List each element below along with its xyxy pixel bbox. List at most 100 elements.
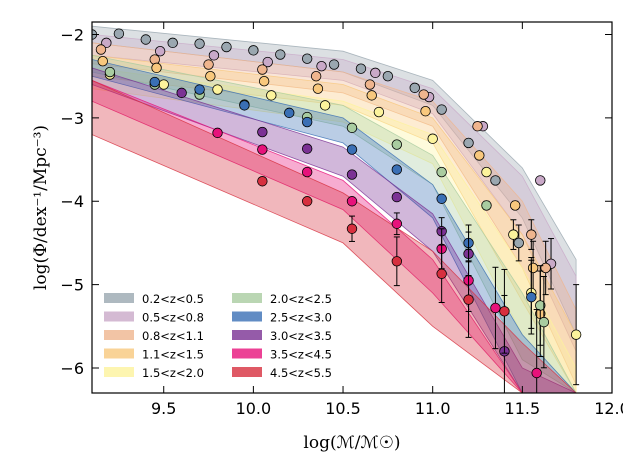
x-tick-label: 10.0 xyxy=(236,399,272,418)
band-series-5 xyxy=(92,54,577,393)
data-point-series-3-3 xyxy=(258,75,270,87)
data-point-series-1-4 xyxy=(316,60,327,72)
data-point-series-0-4 xyxy=(194,38,205,49)
data-point-series-4-2 xyxy=(212,84,223,95)
y-axis-label: log(Φ/dex⁻¹/Mpc⁻³) xyxy=(31,125,51,290)
data-point-series-2-3 xyxy=(257,64,268,75)
data-points xyxy=(92,28,582,393)
data-point-series-6-1 xyxy=(194,84,205,95)
data-point-series-3-0 xyxy=(97,55,108,67)
data-point-series-0-7 xyxy=(275,49,286,60)
data-point-series-2-4 xyxy=(310,70,322,82)
data-point-series-0-3 xyxy=(167,37,178,49)
data-point-series-5-0 xyxy=(104,66,116,78)
legend-item: 3.5<z<4.5 xyxy=(232,348,332,362)
svg-text:3.5<z<4.5: 3.5<z<4.5 xyxy=(270,348,332,362)
data-point-series-5-7 xyxy=(436,166,447,178)
data-point-series-0-6 xyxy=(248,45,259,56)
data-point-series-3-9 xyxy=(527,240,539,296)
x-tick-label: 9.5 xyxy=(151,399,176,418)
data-point-series-7-3 xyxy=(346,169,358,180)
data-point-series-8-2 xyxy=(301,166,313,178)
data-point-series-4-6 xyxy=(427,133,438,144)
x-tick-label: 12.0 xyxy=(594,399,623,418)
data-point-series-4-10 xyxy=(570,284,582,386)
legend: 0.2<z<0.5 0.5<z<0.8 0.8<z<1.1 1.1<z<1.5 1.5<… xyxy=(104,292,332,380)
data-point-series-2-7 xyxy=(472,121,483,132)
legend-item: 3.0<z<3.5 xyxy=(232,329,332,343)
band-series-3 xyxy=(92,54,577,393)
y-axis: −6 −5 −4 −3 −2 xyxy=(60,26,612,378)
svg-text:1.1<z<1.5: 1.1<z<1.5 xyxy=(142,348,204,362)
legend-item: 0.8<z<1.1 xyxy=(104,329,204,343)
data-point-series-5-10 xyxy=(538,275,550,369)
y-tick-label: −4 xyxy=(60,192,84,211)
data-point-series-5-5 xyxy=(346,122,358,134)
data-point-series-3-4 xyxy=(312,83,324,94)
legend-item: 4.5<z<5.5 xyxy=(232,366,332,380)
data-point-series-0-9 xyxy=(328,59,340,70)
band-series-8 xyxy=(92,79,577,393)
x-tick-label: 10.5 xyxy=(325,399,361,418)
data-point-series-6-3 xyxy=(284,107,295,119)
data-point-series-3-1 xyxy=(151,62,162,74)
data-point-series-7-2 xyxy=(301,143,313,154)
data-point-series-0-14 xyxy=(463,137,474,149)
data-point-series-5-6 xyxy=(391,139,403,150)
data-point-series-6-7 xyxy=(436,193,447,204)
data-point-series-2-8 xyxy=(526,219,537,250)
data-point-series-7-1 xyxy=(257,126,268,138)
data-point-series-2-6 xyxy=(418,89,429,100)
svg-text:2.5<z<3.0: 2.5<z<3.0 xyxy=(270,311,332,325)
data-point-series-5-8 xyxy=(481,200,492,211)
data-point-series-4-4 xyxy=(319,100,331,111)
data-point-series-2-0 xyxy=(95,44,107,55)
data-point-series-7-4 xyxy=(391,191,403,203)
data-point-series-1-8 xyxy=(535,175,546,186)
y-tick-label: −3 xyxy=(60,109,84,128)
data-point-series-6-4 xyxy=(301,116,313,128)
data-point-series-0-11 xyxy=(382,70,394,82)
data-point-series-6-5 xyxy=(346,144,358,155)
svg-text:3.0<z<3.5: 3.0<z<3.5 xyxy=(270,329,332,343)
data-point-series-0-8 xyxy=(301,53,313,64)
svg-text:0.5<z<0.8: 0.5<z<0.8 xyxy=(142,311,204,325)
data-point-series-9-2 xyxy=(346,215,358,242)
svg-text:1.5<z<2.0: 1.5<z<2.0 xyxy=(142,366,204,380)
data-point-series-6-2 xyxy=(239,100,250,111)
y-tick-label: −6 xyxy=(60,359,84,378)
legend-item: 0.2<z<0.5 xyxy=(104,292,204,306)
legend-item: 2.0<z<2.5 xyxy=(232,292,332,306)
data-point-series-6-0 xyxy=(149,76,160,88)
data-point-series-6-6 xyxy=(391,164,403,175)
svg-text:2.0<z<2.5: 2.0<z<2.5 xyxy=(270,292,332,306)
data-point-series-4-1 xyxy=(158,79,169,90)
svg-text:0.8<z<1.1: 0.8<z<1.1 xyxy=(142,329,204,343)
data-point-series-9-5 xyxy=(463,261,474,338)
data-point-series-9-6 xyxy=(499,268,510,354)
data-point-series-8-1 xyxy=(257,144,268,155)
data-point-series-1-3 xyxy=(262,56,273,68)
data-point-series-3-8 xyxy=(509,200,521,211)
data-point-series-0-10 xyxy=(355,63,367,74)
legend-item: 2.5<z<3.0 xyxy=(232,311,332,325)
data-point-series-0-16 xyxy=(513,224,524,262)
legend-item: 1.5<z<2.0 xyxy=(104,366,204,380)
data-point-series-1-1 xyxy=(154,45,166,57)
data-point-series-8-8 xyxy=(531,309,542,393)
data-point-series-3-5 xyxy=(366,90,377,101)
data-point-series-3-6 xyxy=(420,106,431,117)
data-point-series-1-2 xyxy=(208,50,220,61)
data-point-series-3-2 xyxy=(205,70,216,82)
data-point-series-4-3 xyxy=(266,90,277,101)
data-point-series-0-15 xyxy=(490,175,501,186)
data-point-series-1-5 xyxy=(370,67,381,79)
data-point-series-6-9 xyxy=(526,259,537,335)
data-point-series-3-7 xyxy=(474,150,485,161)
data-point-series-4-7 xyxy=(481,166,492,178)
data-point-series-8-7 xyxy=(490,266,501,350)
band-series-6 xyxy=(92,59,577,393)
confidence-bands xyxy=(92,25,577,393)
data-point-series-0-2 xyxy=(140,34,151,45)
